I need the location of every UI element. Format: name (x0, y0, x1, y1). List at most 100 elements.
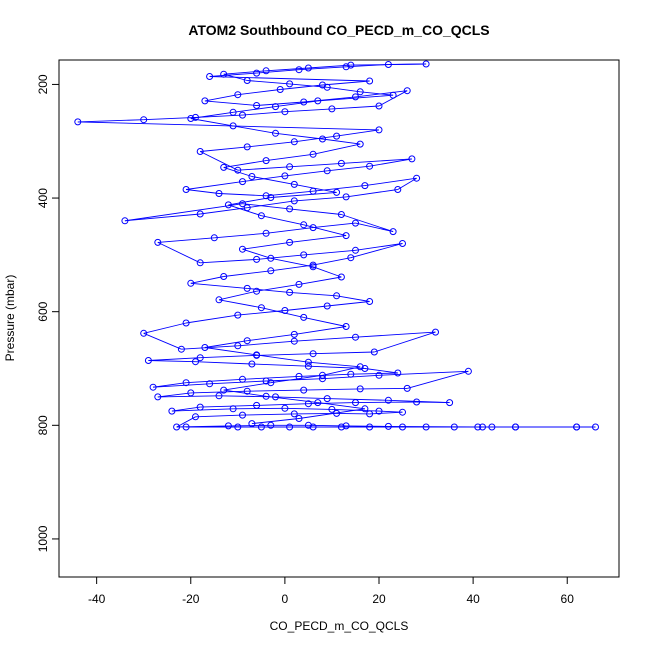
data-point (182, 423, 190, 431)
data-point (309, 263, 317, 271)
series-line-segment (294, 135, 337, 143)
data-point (446, 399, 454, 407)
series-line-segment (322, 366, 361, 376)
series-line-segment (336, 129, 380, 137)
data-point (394, 369, 402, 377)
series-line-segment (294, 336, 356, 342)
series-line-segment (350, 243, 403, 259)
series-line-segment (284, 108, 332, 113)
series-line-segment (407, 370, 469, 389)
series-line-segment (256, 354, 309, 363)
data-point (356, 88, 364, 96)
series-line-segment (312, 266, 342, 278)
data-point (384, 422, 392, 430)
data-point (422, 60, 430, 68)
series-line-segment (77, 121, 380, 131)
series-line-segment (186, 314, 238, 324)
data-point (262, 157, 270, 165)
y-tick-label: 1000 (36, 525, 50, 552)
series-line-segment (242, 413, 295, 416)
data-point (201, 97, 209, 105)
series-line-segment (294, 183, 337, 193)
data-point (267, 267, 275, 275)
series-line-segment (186, 189, 220, 194)
data-point (272, 129, 279, 137)
series-line-segment (251, 363, 309, 367)
data-point (337, 273, 345, 281)
data-point (389, 228, 397, 236)
series-line-segment (176, 425, 229, 428)
series-line-segment (242, 241, 290, 250)
series-line-segment (266, 227, 314, 234)
data-point (375, 102, 383, 110)
data-point (328, 105, 336, 113)
series-line-segment (355, 222, 394, 233)
data-point (309, 150, 317, 158)
series-line-segment (223, 73, 248, 81)
data-point (234, 342, 242, 350)
series-line-segment (303, 96, 356, 103)
data-point (262, 192, 270, 200)
data-point (206, 73, 214, 80)
series-line-segment (157, 237, 215, 243)
series-line-segment (294, 412, 337, 415)
data-point (215, 296, 223, 304)
series-line-segment (143, 322, 187, 334)
series-line-segment (223, 166, 253, 177)
series-line-segment (313, 143, 361, 155)
series-line-segment (200, 404, 257, 408)
data-point (370, 348, 378, 356)
series-line-segment (237, 166, 290, 171)
series-line-segment (298, 276, 342, 285)
data-point (323, 83, 331, 91)
series-line-segment (242, 375, 300, 380)
series-line-segment (143, 116, 196, 121)
data-point (239, 111, 246, 119)
data-point (286, 238, 294, 246)
data-point (352, 219, 359, 227)
data-point (257, 423, 265, 431)
data-point (224, 422, 232, 430)
series-line-segment (242, 203, 290, 210)
data-point (337, 211, 345, 218)
x-tick-label: -20 (182, 592, 200, 606)
series-line-segment (313, 222, 356, 229)
data-point (196, 148, 204, 155)
data-point (474, 423, 482, 431)
data-point (182, 379, 190, 387)
data-point (403, 87, 411, 95)
series-line-segment (153, 383, 210, 388)
data-point (201, 344, 209, 351)
data-point (286, 80, 294, 88)
data-point (187, 389, 195, 397)
data-point (276, 86, 284, 93)
data-point (267, 421, 275, 429)
series-line-segment (327, 86, 361, 93)
series-line-segment (242, 248, 271, 259)
series-line-segment (275, 396, 328, 400)
data-point (234, 166, 242, 174)
axes: -40 -20 0 20 40 60 200 400 600 800 1000 (36, 59, 620, 606)
series-line-segment (378, 410, 403, 413)
series-line-segment (303, 224, 347, 237)
series-line-segment (298, 408, 365, 419)
series-line-segment (289, 291, 337, 297)
series-line-segment (266, 395, 318, 404)
data-point (300, 251, 308, 259)
series-line-segment (157, 241, 201, 264)
data-point (140, 329, 148, 337)
data-point (304, 358, 312, 366)
series-line-segment (204, 340, 248, 348)
y-tick-label: 200 (36, 74, 50, 94)
series-line-segment (124, 213, 201, 222)
series-line-segment (190, 276, 224, 284)
data-point (375, 126, 383, 134)
data-point (243, 284, 251, 292)
series-line-segment (237, 340, 295, 347)
series-line-segment (218, 193, 267, 197)
series-line-segment (284, 170, 328, 177)
series-line-segment (289, 162, 342, 168)
x-tick-label: 0 (282, 592, 289, 606)
data-point (192, 413, 199, 421)
series-line-segment (303, 249, 356, 256)
